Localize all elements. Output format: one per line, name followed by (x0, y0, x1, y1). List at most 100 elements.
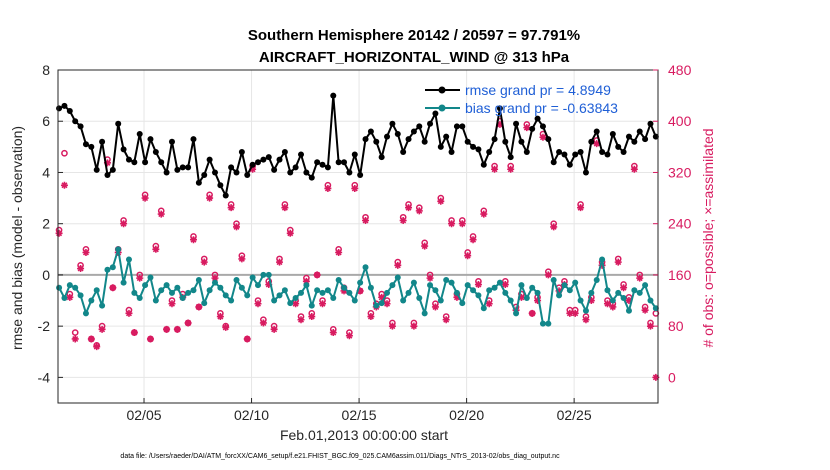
assimilated-point (431, 303, 439, 311)
rmse-point (82, 141, 89, 148)
assimilated-point (474, 281, 482, 289)
assimilated-point (130, 329, 138, 337)
bias-point (163, 282, 170, 289)
assimilated-point (614, 258, 622, 266)
rmse-point (582, 169, 589, 176)
bias-point (572, 279, 579, 286)
rmse-point (588, 138, 595, 145)
rmse-point (384, 133, 391, 140)
bias-point (443, 277, 450, 284)
bias-point (179, 294, 186, 301)
assimilated-point (603, 300, 611, 308)
assimilated-point (566, 309, 574, 317)
bias-point (271, 297, 278, 304)
bias-point (233, 277, 240, 284)
rmse-point (389, 120, 396, 127)
bias-point (421, 310, 428, 317)
rmse-point (195, 179, 202, 186)
bias-point (217, 284, 224, 291)
assimilated-point (582, 316, 590, 324)
chart-title: Southern Hemisphere 20142 / 20597 = 97.7… (248, 27, 580, 44)
rmse-point (206, 156, 213, 163)
bias-point (539, 320, 546, 327)
rmse-point (561, 151, 568, 158)
bias-point (287, 300, 294, 307)
bias-point (115, 246, 122, 253)
y-right-axis-label: # of obs: o=possible; ×=assimilated (700, 128, 716, 347)
bias-point (405, 289, 412, 296)
bias-point (470, 287, 477, 294)
rmse-point (249, 161, 256, 168)
bias-point (330, 294, 337, 301)
bias-point (201, 300, 208, 307)
bias-point (480, 305, 487, 312)
rmse-point (341, 159, 348, 166)
rmse-point (609, 131, 616, 138)
assimilated-point (528, 309, 536, 317)
rmse-point (228, 164, 235, 171)
assimilated-point (184, 319, 192, 327)
rmse-point (593, 128, 600, 135)
assimilated-point (125, 309, 133, 317)
x-axis-label: Feb.01,2013 00:00:00 start (280, 427, 448, 443)
bias-point (82, 310, 89, 317)
bias-point (314, 287, 321, 294)
assimilated-point (66, 293, 74, 301)
x-tick-label: 02/10 (234, 407, 269, 423)
rmse-point (222, 192, 229, 199)
bias-point (453, 289, 460, 296)
rmse-point (174, 166, 181, 173)
bias-point (389, 282, 396, 289)
assimilated-point (87, 335, 95, 343)
y-left-tick-label: 8 (42, 62, 50, 78)
rmse-point (367, 128, 374, 135)
bias-point (577, 297, 584, 304)
rmse-point (357, 172, 364, 179)
rmse-point (405, 136, 412, 143)
rmse-point (88, 143, 95, 150)
rmse-point (168, 138, 175, 145)
rmse-point (255, 159, 261, 166)
bias-point (72, 284, 79, 291)
assimilated-point (571, 309, 579, 317)
bias-point (464, 282, 471, 289)
assimilated-point (157, 210, 165, 218)
assimilated-point (367, 313, 375, 321)
assimilated-point (270, 325, 278, 333)
assimilated-point (630, 165, 638, 173)
rmse-point (152, 148, 159, 155)
rmse-point (373, 138, 380, 145)
bias-point (615, 289, 622, 296)
assimilated-point (534, 297, 542, 305)
rmse-point (647, 120, 654, 127)
bias-point (636, 289, 643, 296)
y-left-axis-ticks: -4 -2 0 2 4 6 8 (38, 62, 63, 385)
bias-point (346, 289, 353, 296)
bias-point (308, 302, 315, 309)
assimilated-point (593, 140, 601, 148)
assimilated-point (340, 287, 348, 295)
assimilated-point (609, 303, 617, 311)
assimilated-point (211, 274, 219, 282)
bias-point (518, 282, 525, 289)
assimilated-point (453, 293, 461, 301)
bias-point (647, 297, 654, 304)
rmse-point (238, 148, 245, 155)
bias-point (222, 292, 229, 299)
x-tick-label: 02/25 (557, 407, 592, 423)
bias-point (298, 289, 305, 296)
bias-point (61, 294, 68, 301)
rmse-point (464, 138, 471, 145)
rmse-point (319, 161, 326, 168)
rmse-point (523, 148, 530, 155)
rmse-point (599, 148, 606, 155)
assimilated-point (485, 300, 493, 308)
x-tick-label: 02/20 (449, 407, 484, 423)
rmse-point (281, 148, 288, 155)
rmse-point (486, 148, 493, 155)
bias-point (77, 292, 84, 299)
assimilated-point (351, 184, 359, 192)
assimilated-point (313, 271, 321, 279)
bias-point (384, 289, 391, 296)
bias-point (561, 282, 568, 289)
